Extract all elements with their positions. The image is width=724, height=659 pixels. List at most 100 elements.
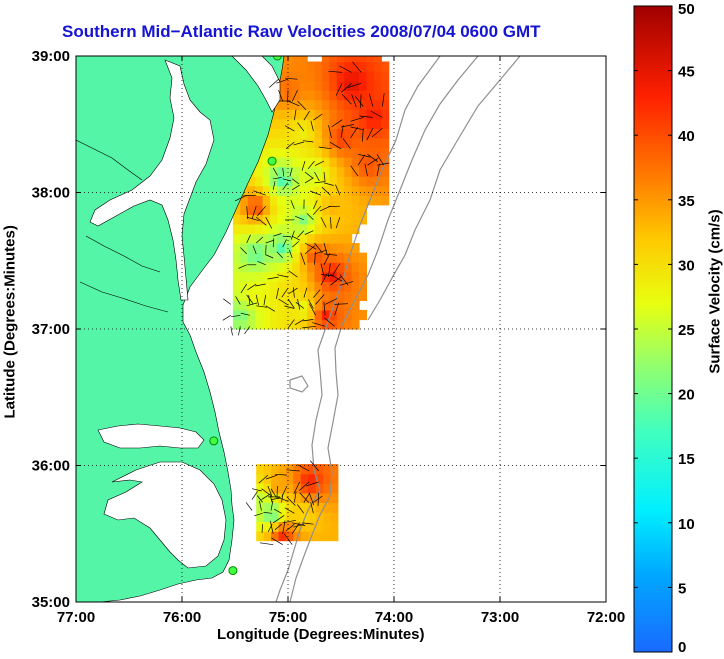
velocity-vector-157 (231, 314, 241, 318)
velocity-cell-416 (344, 128, 353, 139)
velocity-cell-539 (263, 464, 272, 475)
velocity-vector-13 (341, 83, 352, 93)
velocity-cell-295 (314, 185, 323, 196)
velocity-cell-550 (278, 511, 287, 523)
radar-site-2 (209, 436, 219, 446)
velocity-cell-359 (329, 118, 338, 129)
velocity-cell-1 (232, 309, 241, 321)
velocity-cell-310 (321, 309, 330, 321)
velocity-cell-286 (314, 271, 323, 282)
velocity-cell-601 (323, 483, 331, 494)
velocity-cell-594 (315, 473, 324, 484)
velocity-vector-181 (277, 496, 289, 502)
velocity-vector-76 (251, 206, 257, 219)
velocity-cell-598 (323, 511, 331, 523)
velocity-cell-29 (240, 204, 249, 215)
velocity-cell-547 (271, 464, 279, 475)
velocity-vector-150 (267, 276, 279, 280)
velocity-cell-548 (278, 531, 287, 542)
velocity-vector-55 (282, 182, 288, 191)
velocity-cell-307 (314, 71, 323, 82)
velocity-cell-415 (344, 137, 353, 149)
velocity-vector-52 (367, 154, 378, 162)
velocity-cell-262 (307, 233, 316, 244)
velocity-cell-433 (351, 243, 360, 254)
velocity-cell-89 (262, 223, 271, 235)
velocity-vector-232 (261, 488, 270, 495)
velocity-vector-77 (256, 205, 266, 217)
velocity-cell-249 (299, 80, 308, 91)
velocity-vector-132 (320, 263, 325, 277)
velocity-cell-251 (299, 61, 308, 72)
velocity-cell-155 (277, 147, 286, 158)
velocity-cell-212 (292, 157, 301, 168)
velocity-vector-9 (341, 93, 352, 105)
velocity-cell-95 (262, 166, 271, 177)
x-tick-label-5: 72:00 (587, 609, 625, 626)
velocity-vector-54 (272, 181, 276, 190)
velocity-vector-164 (303, 319, 314, 322)
velocity-vector-49 (367, 158, 379, 166)
velocity-cell-110 (270, 300, 278, 311)
velocity-cell-326 (321, 157, 330, 168)
velocity-cell-609 (330, 483, 339, 494)
velocity-cell-79 (262, 319, 271, 330)
x-axis-ticks: 77:00 76:00 75:00 74:00 73:00 72:00 (57, 56, 625, 626)
velocity-cell-2 (232, 300, 241, 311)
velocity-cell-84 (262, 271, 271, 282)
velocity-cell-517 (381, 118, 390, 129)
velocity-vector-145 (287, 298, 295, 309)
velocity-cell-172 (284, 262, 293, 273)
velocity-cell-464 (359, 166, 367, 177)
velocity-cell-387 (336, 128, 345, 139)
colorbar-label: Surface Velocity (cm/s) (706, 209, 724, 374)
velocity-cell-209 (292, 185, 301, 196)
velocity-cell-542 (271, 511, 279, 523)
velocity-cell-169 (284, 290, 293, 301)
velocity-cell-261 (307, 243, 316, 254)
velocity-cell-252 (299, 56, 308, 63)
velocity-cell-300 (314, 137, 323, 149)
velocity-cell-408 (344, 204, 353, 215)
velocity-cell-490 (366, 71, 375, 82)
velocity-cell-142 (277, 271, 286, 282)
velocity-cell-567 (293, 502, 302, 513)
velocity-cell-462 (359, 185, 367, 196)
velocity-vector-58 (282, 178, 292, 182)
velocity-cell-353 (329, 176, 338, 187)
velocity-cell-341 (329, 290, 338, 301)
velocity-vector-102 (240, 247, 247, 255)
velocity-cell-559 (285, 502, 294, 513)
velocity-cell-421 (344, 80, 353, 91)
velocity-cell-272 (307, 137, 316, 149)
velocity-vector-90 (290, 230, 295, 240)
velocity-cell-306 (314, 80, 323, 91)
velocity-cell-85 (262, 262, 271, 273)
velocity-cell-390 (336, 99, 345, 110)
velocity-cell-23 (240, 262, 249, 273)
velocity-vector-47 (376, 163, 380, 177)
velocity-cell-215 (292, 128, 301, 139)
velocity-cell-22 (240, 271, 249, 282)
velocity-vector-163 (294, 319, 305, 326)
velocity-cell-346 (329, 243, 338, 254)
velocity-cell-17 (240, 319, 249, 330)
velocity-cell-507 (373, 61, 382, 72)
velocity-cell-402 (344, 262, 353, 273)
velocity-cell-258 (307, 271, 316, 282)
velocity-vector-7 (276, 78, 289, 84)
velocity-cell-162 (277, 80, 286, 91)
velocity-vector-63 (304, 177, 314, 184)
velocity-vector-159 (223, 298, 232, 305)
velocity-cell-368 (336, 309, 345, 321)
velocity-vector-171 (302, 325, 316, 329)
velocity-cell-553 (278, 483, 287, 494)
velocity-cell-531 (256, 464, 265, 475)
velocity-cell-523 (381, 61, 390, 72)
velocity-cell-342 (329, 281, 338, 292)
velocity-cell-461 (359, 195, 367, 206)
velocity-vector-67 (314, 171, 320, 181)
velocity-cell-59 (255, 271, 264, 282)
velocity-cell-303 (314, 109, 323, 120)
velocity-vector-200 (274, 523, 282, 531)
